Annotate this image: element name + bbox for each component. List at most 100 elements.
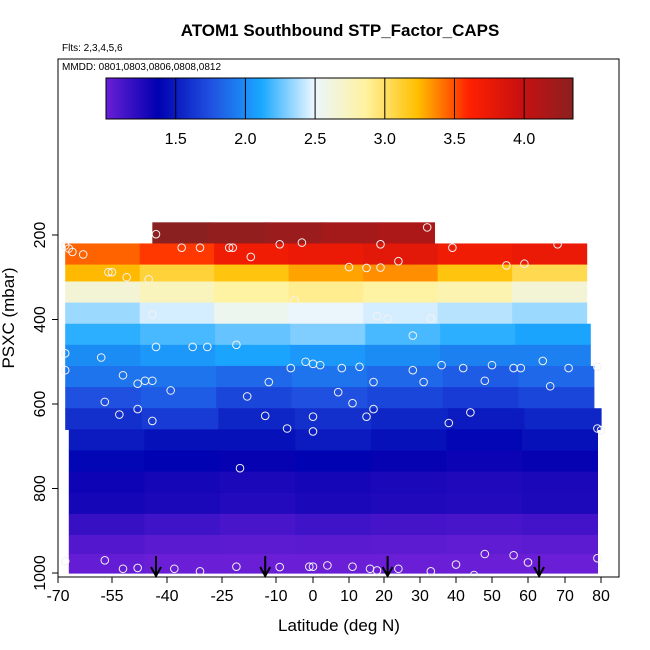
y-axis: 200 400 600 800 1000: [32, 222, 58, 591]
observation-point: [369, 377, 378, 387]
heatmap-cells: [65, 222, 602, 574]
heatmap-cell: [288, 264, 364, 283]
heatmap-cell: [295, 513, 372, 536]
observation-point: [148, 310, 157, 319]
observation-point: [509, 550, 518, 560]
x-tick-label: 50: [483, 588, 501, 605]
heatmap-cell: [370, 492, 447, 515]
heatmap-cell: [65, 264, 141, 283]
heatmap-cell: [295, 492, 372, 515]
observation-point: [60, 365, 70, 375]
heatmap-cell: [295, 429, 372, 452]
observation-point: [282, 424, 292, 433]
colorbar-gradient: [105, 77, 574, 120]
y-tick-label: 600: [32, 391, 49, 418]
latitude-arrow: [533, 556, 545, 579]
heatmap-cell: [265, 222, 323, 245]
heatmap-cell: [518, 365, 595, 388]
heatmap-cell: [370, 450, 447, 473]
heatmap-cell: [65, 408, 143, 430]
heatmap-cell: [68, 513, 145, 536]
observation-point: [305, 562, 314, 571]
heatmap-cell: [295, 553, 372, 574]
heatmap-cell: [521, 492, 598, 515]
heatmap-cell: [144, 553, 221, 574]
latitude-arrow: [259, 556, 272, 579]
observation-point: [115, 410, 124, 419]
colorbar-tick-label: 3.5: [443, 131, 465, 148]
heatmap-cell: [140, 344, 216, 367]
y-tick-label: 1000: [32, 555, 49, 591]
observation-point: [520, 259, 529, 269]
observation-point: [144, 275, 153, 284]
x-tick-label: 40: [447, 588, 465, 605]
observation-point: [228, 243, 238, 252]
observation-point: [383, 314, 392, 323]
latitude-arrow: [150, 556, 162, 579]
heatmap-cell: [447, 408, 526, 430]
heatmap-cell: [139, 302, 215, 325]
observation-point: [593, 362, 602, 372]
observation-point: [60, 349, 70, 358]
x-tick-label: -70: [46, 588, 69, 605]
observation-point: [297, 238, 307, 247]
heatmap-cell: [371, 408, 449, 430]
observation-point: [376, 240, 385, 249]
heatmap-cell: [65, 302, 141, 325]
x-tick-label: 30: [411, 588, 429, 605]
heatmap-cell: [140, 323, 216, 346]
observation-point: [426, 567, 436, 576]
heatmap-cell: [68, 492, 145, 515]
observation-point: [444, 418, 454, 428]
observation-point: [133, 379, 142, 389]
dates-note: MMDD: 0801,0803,0806,0808,0812: [62, 62, 221, 73]
observation-point: [188, 342, 197, 352]
y-tick-label: 400: [32, 306, 49, 333]
heatmap-cell: [512, 302, 588, 325]
heatmap-cell: [144, 471, 221, 494]
observation-point: [323, 561, 332, 570]
heatmap-cell: [365, 344, 441, 367]
observation-point: [224, 243, 234, 252]
observation-point: [308, 412, 318, 421]
heatmap-cell: [68, 450, 145, 473]
observation-points: [60, 223, 606, 580]
heatmap-cell: [291, 365, 368, 388]
heatmap-cell: [515, 323, 591, 346]
observation-point: [235, 463, 245, 473]
heatmap-cell: [515, 344, 591, 367]
heatmap-cell: [512, 264, 588, 283]
heatmap-cell: [139, 264, 215, 283]
observation-point: [480, 376, 490, 386]
observation-point: [545, 381, 555, 391]
observation-point: [437, 360, 446, 370]
observation-point: [348, 562, 357, 571]
heatmap-cell: [152, 222, 210, 245]
observation-point: [466, 408, 475, 417]
observation-point: [60, 556, 70, 566]
observation-point: [195, 567, 205, 576]
heatmap-cell: [370, 513, 447, 536]
x-tick-label: 10: [340, 588, 358, 605]
heatmap-cell: [521, 513, 598, 536]
observation-point: [315, 360, 325, 370]
observation-point: [394, 256, 403, 266]
latitude-arrow-head: [533, 566, 545, 579]
colorbar-tick-label: 1.5: [165, 131, 187, 148]
heatmap-cell: [446, 513, 523, 536]
heatmap-cell: [68, 471, 145, 494]
x-tick-label: -40: [155, 588, 178, 605]
observation-point: [133, 563, 142, 573]
plot-frame: [57, 58, 620, 578]
heatmap-cell: [68, 534, 145, 555]
heatmap-cell: [437, 264, 513, 283]
heatmap-cell: [437, 281, 513, 304]
observation-point: [308, 562, 318, 571]
heatmap-cell: [144, 492, 221, 515]
observation-point: [362, 263, 371, 273]
x-tick-label: 0: [309, 588, 318, 605]
observation-point: [151, 342, 161, 352]
heatmap-cell: [446, 553, 523, 574]
flights-note: Flts: 2,3,4,5,6: [62, 43, 123, 54]
observation-point: [275, 240, 285, 249]
